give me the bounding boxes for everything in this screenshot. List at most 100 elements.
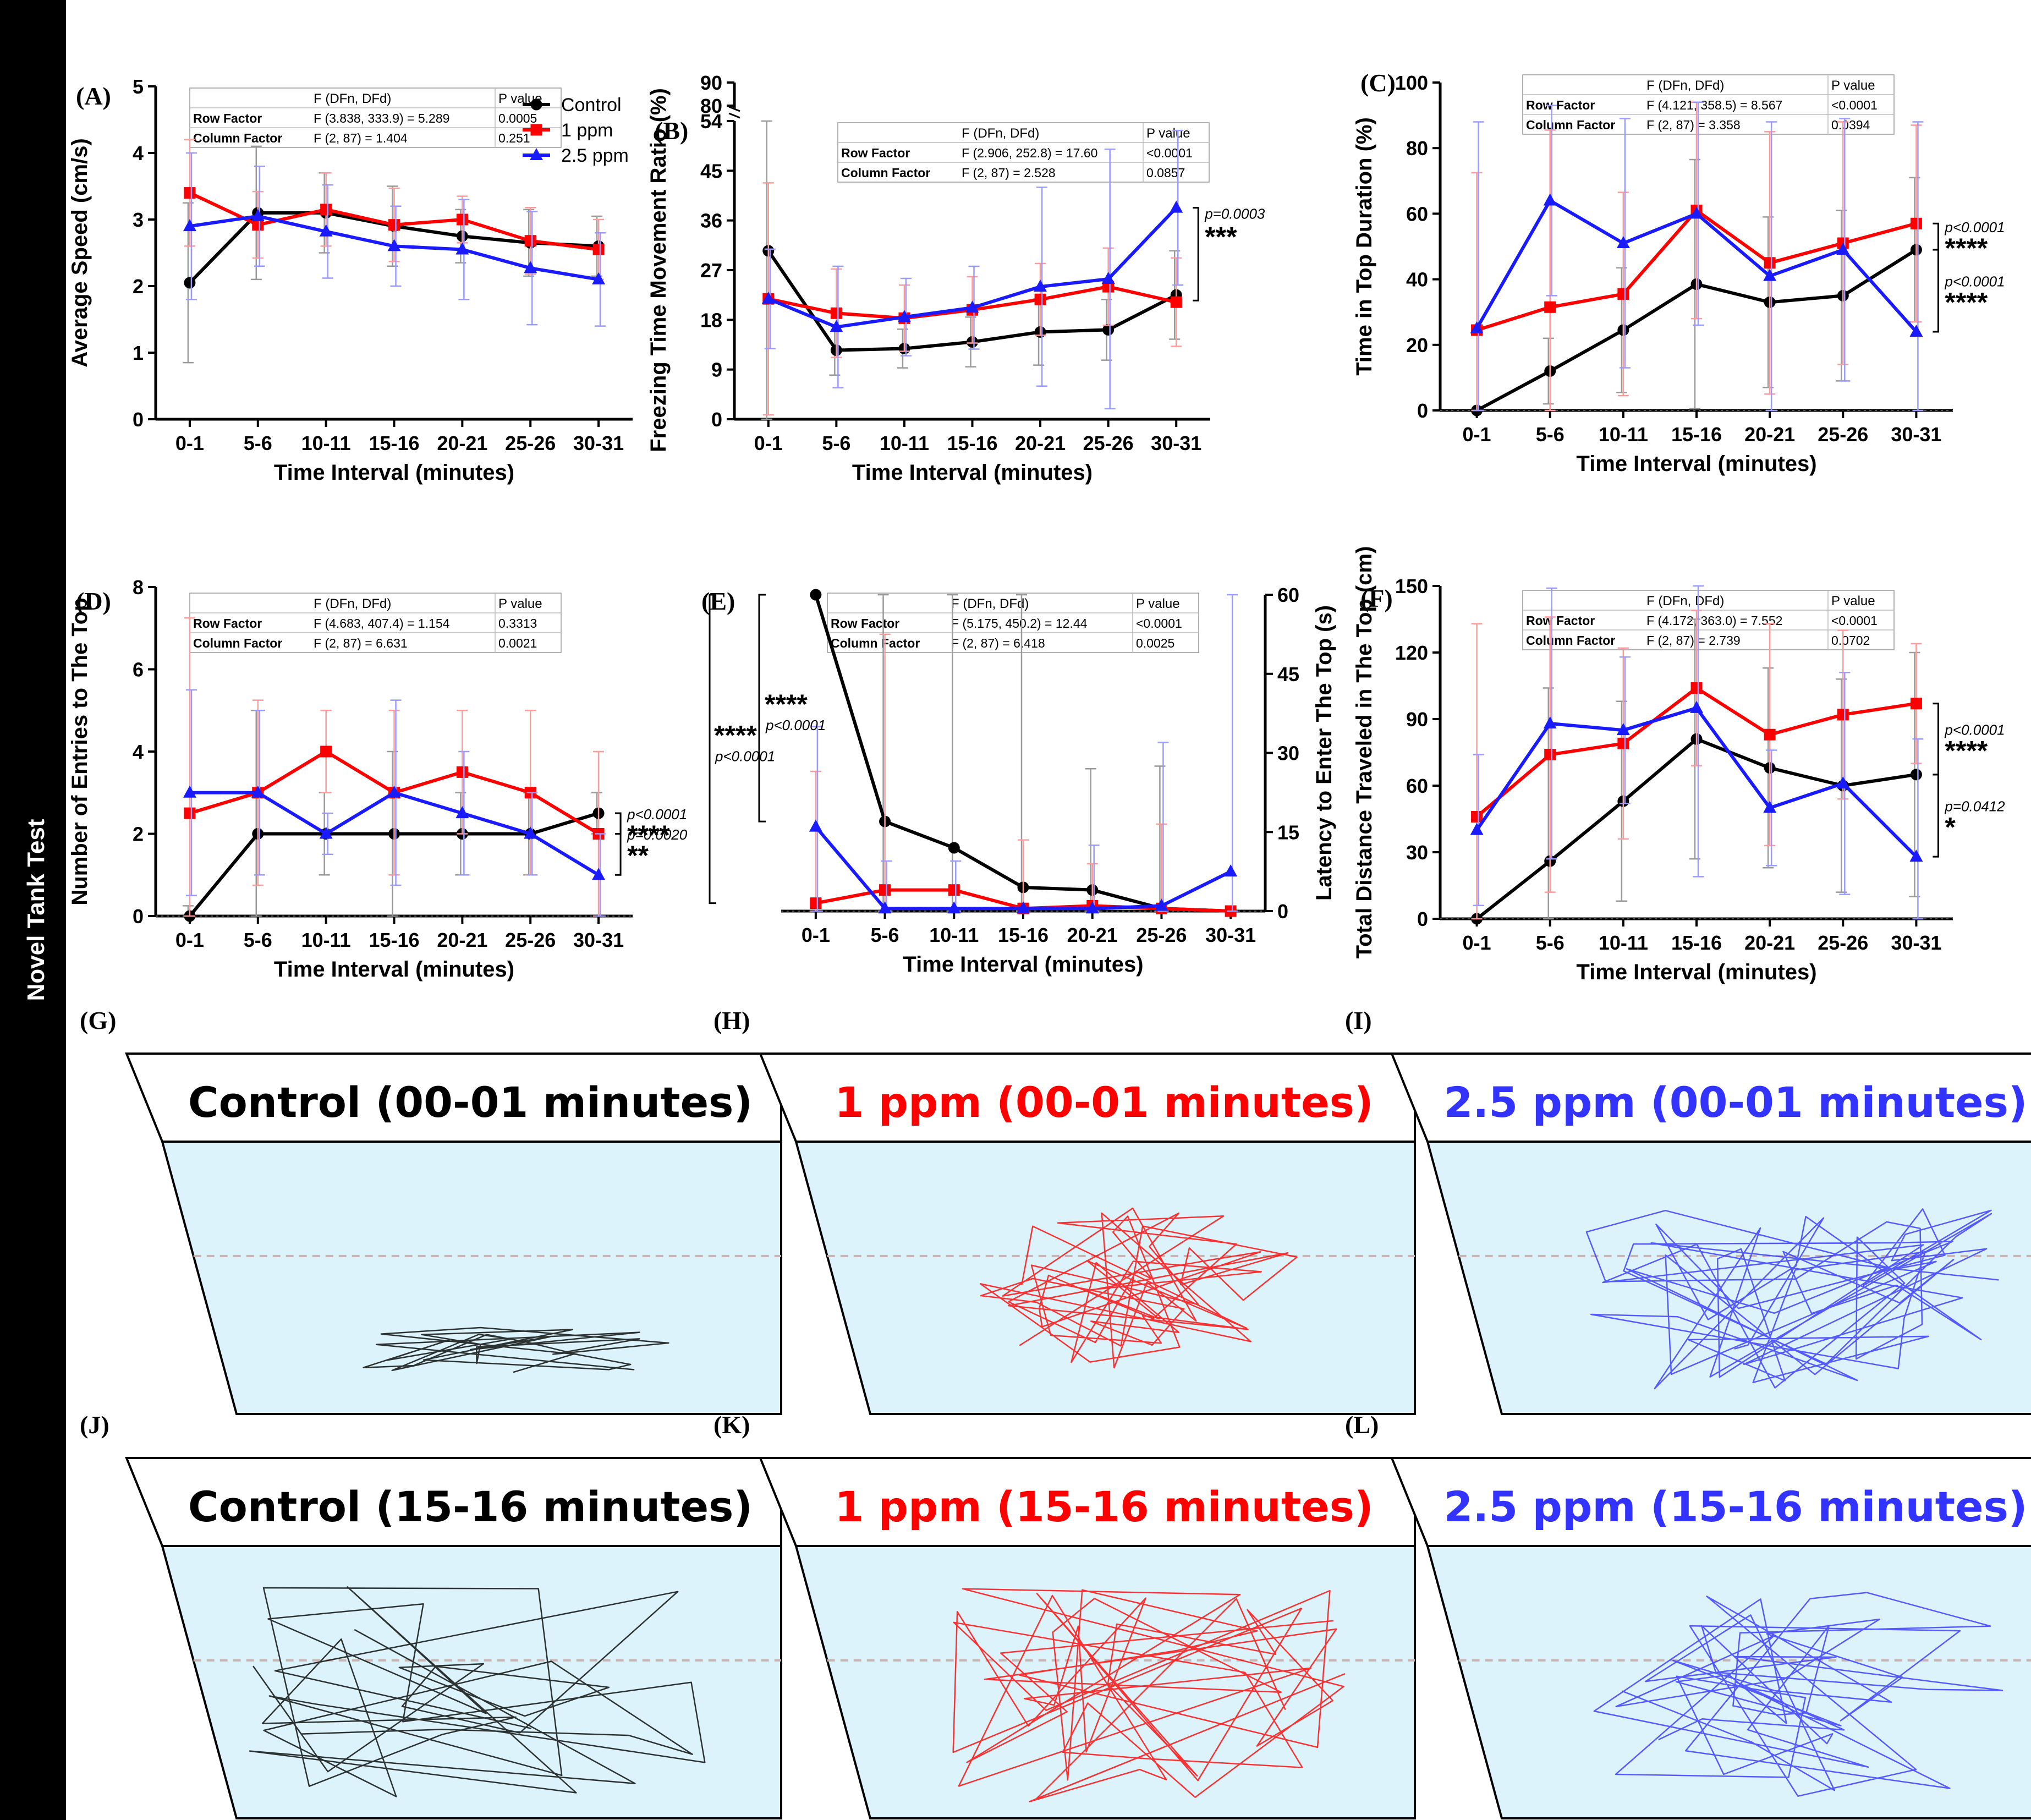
- data-point: [1764, 728, 1776, 741]
- stats-cell: F (2.906, 252.8) = 17.60: [962, 146, 1097, 160]
- data-point: [524, 235, 536, 247]
- data-point: [1544, 301, 1556, 313]
- data-point: [1910, 769, 1922, 781]
- track-panel-K: (K) 1 ppm (15-16 minutes): [713, 1411, 1416, 1819]
- significance-stars: ****: [765, 689, 808, 720]
- stats-cell: 0.0005: [498, 111, 537, 125]
- x-axis-label: Time Interval (minutes): [903, 952, 1143, 977]
- x-tick-label: 5-6: [822, 432, 850, 454]
- data-point: [1910, 698, 1922, 710]
- data-point: [1085, 901, 1099, 914]
- y-tick-label: 45: [700, 160, 722, 182]
- y-axis-label: Freezing Time Movement Ratio (%): [646, 88, 671, 452]
- data-point: [1170, 296, 1182, 308]
- data-point: [387, 785, 401, 798]
- data-point: [1543, 193, 1557, 206]
- data-point: [810, 589, 822, 601]
- data-point: [1470, 823, 1484, 835]
- swim-track-path: [363, 1326, 669, 1373]
- significance-bracket: [1933, 774, 1939, 858]
- data-point: [592, 243, 605, 255]
- data-point: [1836, 776, 1850, 788]
- tank-header: [1390, 1457, 2031, 1547]
- x-tick-label: 20-21: [1744, 423, 1795, 446]
- series-2-5-ppm: [1470, 585, 1924, 920]
- y-tick-label: 54: [700, 110, 722, 133]
- panel-label: (J): [80, 1411, 109, 1439]
- x-tick-label: 20-21: [1067, 924, 1118, 946]
- x-tick-label: 25-26: [1818, 931, 1868, 954]
- y-tick-label: 60: [1277, 584, 1299, 606]
- data-point: [809, 819, 822, 832]
- p-value-label: p=0.0003: [1204, 206, 1265, 222]
- data-point: [319, 826, 333, 839]
- tank-water: [1426, 1141, 2031, 1415]
- y-tick-label: 100: [1395, 72, 1428, 94]
- x-tick-label: 20-21: [437, 432, 487, 454]
- significance-bracket: [615, 812, 622, 876]
- stats-header: P value: [1136, 596, 1180, 611]
- data-point: [252, 219, 264, 231]
- y-tick-label: 90: [1406, 708, 1428, 731]
- stats-header: P value: [498, 596, 542, 611]
- y-tick-label: 2: [133, 823, 144, 846]
- y-axis-label: Total Distance Traveled in The Top (cm): [1352, 546, 1376, 959]
- stats-cell: <0.0001: [1136, 616, 1182, 631]
- track-panel-I: (I) 2.5 ppm (00-01 minutes): [1345, 1006, 2031, 1415]
- data-point: [1837, 709, 1849, 721]
- y-tick-label: 30: [1277, 742, 1299, 765]
- swim-track-path: [1585, 1208, 1999, 1389]
- significance-stars: *: [1945, 812, 1956, 842]
- y-tick-label: 30: [1406, 841, 1428, 864]
- stats-cell: F (2, 87) = 2.739: [1646, 633, 1741, 648]
- x-axis-label: Time Interval (minutes): [852, 461, 1093, 485]
- stats-cell: F (2, 87) = 6.418: [951, 636, 1045, 650]
- p-value-label: p<0.0001: [1944, 721, 2005, 738]
- y-tick-label: 18: [700, 309, 722, 331]
- data-point: [1544, 749, 1556, 761]
- track-panel-H: (H) 1 ppm (00-01 minutes): [713, 1006, 1416, 1415]
- data-point: [1836, 242, 1850, 255]
- panel-label: (K): [713, 1411, 750, 1439]
- series-2-5-ppm: [809, 594, 1238, 914]
- y-tick-label: 20: [1406, 334, 1428, 357]
- y-tick-label: 80: [700, 95, 722, 117]
- y-tick-label: 60: [1406, 775, 1428, 797]
- stats-header: P value: [1831, 78, 1875, 93]
- p-value-label: p<0.0001: [715, 748, 775, 765]
- chart-panel-F: (F) F (DFn, DFd) P value Row Factor F (4.172…: [1352, 546, 2005, 984]
- x-tick-label: 20-21: [1744, 931, 1795, 954]
- stats-cell: Column Factor: [1526, 118, 1615, 132]
- stats-header: F (DFn, DFd): [1646, 594, 1724, 609]
- y-tick-label: 60: [1406, 202, 1428, 225]
- x-tick-label: 0-1: [802, 924, 830, 946]
- y-tick-label: 15: [1277, 821, 1299, 843]
- x-tick-label: 5-6: [1536, 423, 1565, 446]
- data-point: [1909, 849, 1923, 862]
- panel-label: (D): [76, 587, 111, 615]
- x-tick-label: 0-1: [1463, 423, 1491, 446]
- y-tick-label: 90: [700, 72, 722, 94]
- track-title: Control (15-16 minutes): [188, 1482, 753, 1531]
- data-point: [897, 310, 911, 322]
- y-tick-label: 4: [133, 741, 144, 763]
- stats-header: F (DFn, DFd): [1646, 78, 1724, 93]
- x-tick-label: 25-26: [1136, 924, 1187, 946]
- p-value-label: p<0.0001: [1944, 219, 2005, 235]
- y-tick-label: 45: [1277, 663, 1299, 686]
- track-title: 2.5 ppm (00-01 minutes): [1443, 1078, 2027, 1127]
- charts-layer: (A) F (DFn, DFd) P value Row Factor F (3.838…: [68, 69, 2005, 984]
- data-point: [1101, 272, 1115, 284]
- x-tick-label: 15-16: [369, 929, 419, 951]
- data-point: [1017, 901, 1030, 914]
- panel-label: (I): [1345, 1006, 1372, 1034]
- data-point: [388, 219, 400, 231]
- x-tick-label: 10-11: [1599, 931, 1648, 954]
- series-2-5-ppm: [183, 152, 606, 327]
- x-tick-label: 30-31: [573, 929, 624, 951]
- chart-panel-E: (E) F (DFn, DFd) P value Row Factor F (5.175…: [701, 584, 1336, 977]
- stats-cell: F (2, 87) = 1.404: [314, 131, 408, 145]
- stats-cell: 0.251: [498, 131, 530, 145]
- data-point: [592, 868, 606, 880]
